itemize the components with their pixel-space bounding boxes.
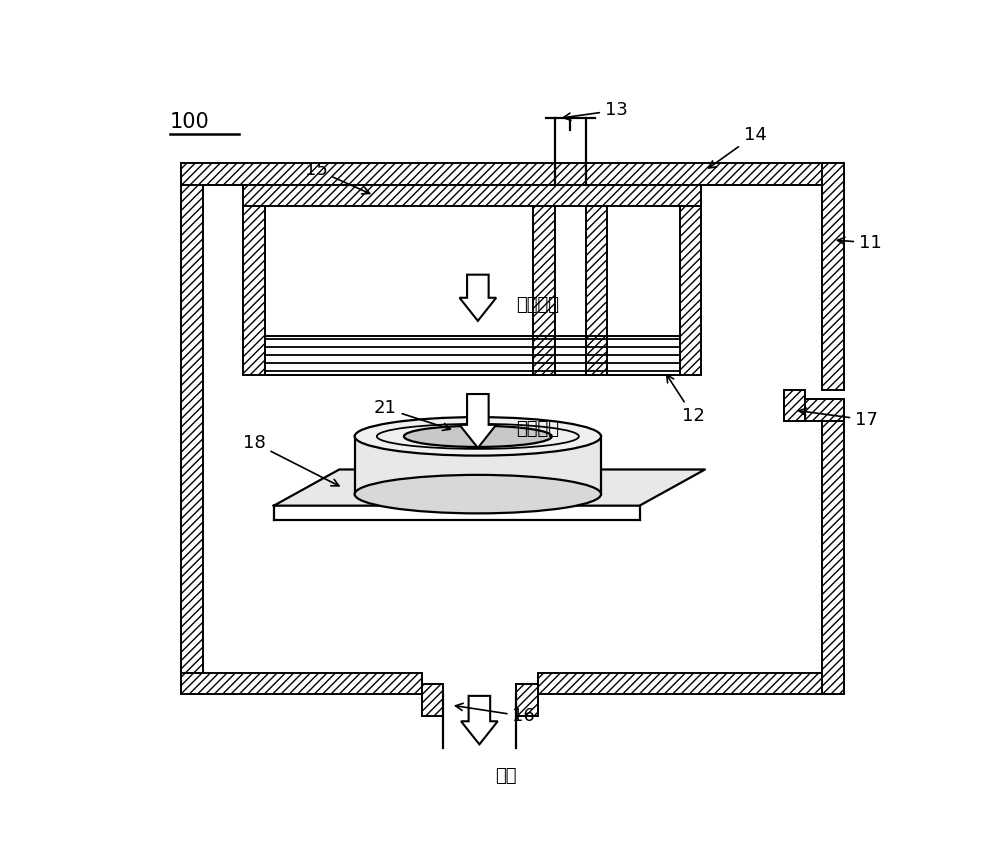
Text: 21: 21 [374,399,450,431]
Text: 反应气体: 反应气体 [516,297,559,315]
Ellipse shape [355,474,601,513]
Text: 排气: 排气 [496,767,517,785]
Bar [181,163,203,694]
Bar [181,673,422,694]
Text: 16: 16 [455,704,535,725]
Bar [822,163,844,390]
Bar [586,206,607,375]
Polygon shape [460,394,496,448]
Bar [516,684,538,716]
Bar [355,437,601,494]
Bar [784,400,844,421]
Bar [181,163,844,184]
Text: 12: 12 [667,375,705,425]
Bar [243,184,701,206]
Text: 11: 11 [837,233,882,251]
Bar [822,421,844,694]
Polygon shape [460,275,496,321]
Bar [422,684,443,716]
Bar [265,332,680,375]
Bar [243,206,265,375]
Bar [533,206,555,375]
Text: 14: 14 [709,126,766,168]
Ellipse shape [404,426,552,447]
Bar [538,673,844,694]
Text: 15: 15 [305,160,370,194]
Text: 13: 13 [563,101,628,120]
Bar [680,206,701,375]
Text: 100: 100 [170,112,210,132]
Bar [784,390,805,421]
Text: 18: 18 [243,434,339,486]
Polygon shape [461,696,498,745]
Text: 17: 17 [799,408,878,429]
Ellipse shape [355,417,601,456]
Text: 原子状碳: 原子状碳 [516,420,559,438]
Polygon shape [274,469,705,505]
